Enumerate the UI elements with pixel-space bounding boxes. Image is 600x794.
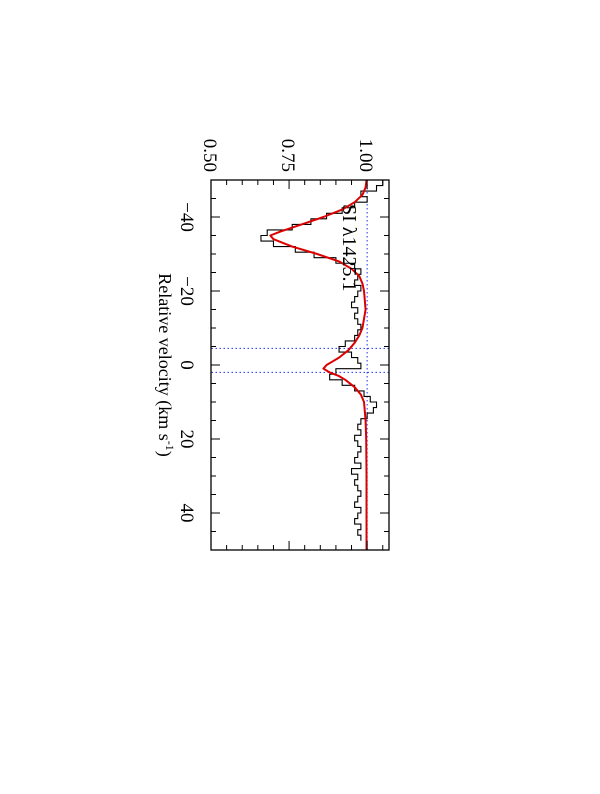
x-axis-label-superscript: -1: [163, 441, 177, 451]
x-tick-label: −20: [176, 276, 197, 306]
x-tick-label: −40: [176, 202, 197, 232]
axis-labels: SI λ1425.1 Relative velocity (km s-1): [154, 204, 360, 457]
series-layer: [260, 179, 384, 550]
y-tick-label: 1.00: [355, 139, 376, 172]
annotation-part-1: λ: [338, 227, 360, 237]
x-tick-label: 0: [176, 360, 197, 370]
y-tick-label: 0.75: [277, 139, 298, 172]
x-tick-label: 40: [176, 504, 197, 523]
annotation-part-0: SI: [338, 204, 360, 227]
axis-ticks: −40 −20 0 20 40 0.50 0.75 1.00: [176, 139, 389, 551]
y-tick-label: 0.50: [199, 139, 220, 172]
x-axis-label: Relative velocity (km s-1): [154, 273, 177, 456]
data-histogram-series: [260, 180, 384, 541]
annotation-part-2: 1425.1: [338, 237, 360, 292]
x-tick-label: 20: [176, 430, 197, 449]
line-annotation: SI λ1425.1: [338, 204, 360, 292]
x-axis-label-close: ): [154, 451, 175, 457]
guide-lines: [211, 180, 389, 550]
rotated-plot-group: −40 −20 0 20 40 0.50 0.75 1.00 SI λ1425.1 Relat…: [154, 139, 390, 551]
fit-profile-series: [269, 179, 368, 550]
x-axis-label-main: Relative velocity (km s: [154, 273, 175, 440]
plot-frame: [210, 179, 390, 551]
